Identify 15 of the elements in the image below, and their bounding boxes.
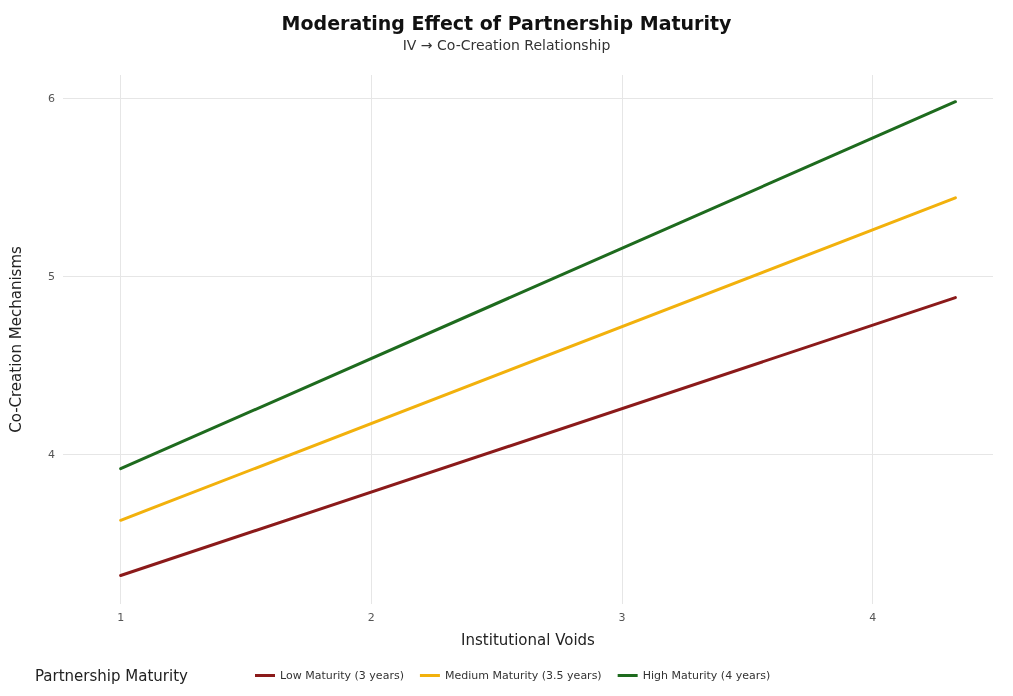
y-tick-label: 5 [48,269,55,283]
y-tick-label: 6 [48,91,55,105]
legend-label: High Maturity (4 years) [642,669,771,682]
y-tick-label: 4 [48,447,55,461]
x-tick-label: 2 [367,611,375,624]
y-axis-title: Co-Creation Mechanisms [6,246,25,433]
chart-title: Moderating Effect of Partnership Maturity [281,11,733,34]
chart-subtitle: IV → Co-Creation Relationship [402,37,611,53]
x-axis-title: Institutional Voids [461,630,596,649]
legend-title: Partnership Maturity [35,666,189,685]
x-tick-label: 3 [618,611,626,624]
x-tick-label: 1 [117,611,125,624]
legend-label: Low Maturity (3 years) [280,669,404,682]
legend-label: Medium Maturity (3.5 years) [444,669,602,682]
x-tick-label: 4 [869,611,877,624]
